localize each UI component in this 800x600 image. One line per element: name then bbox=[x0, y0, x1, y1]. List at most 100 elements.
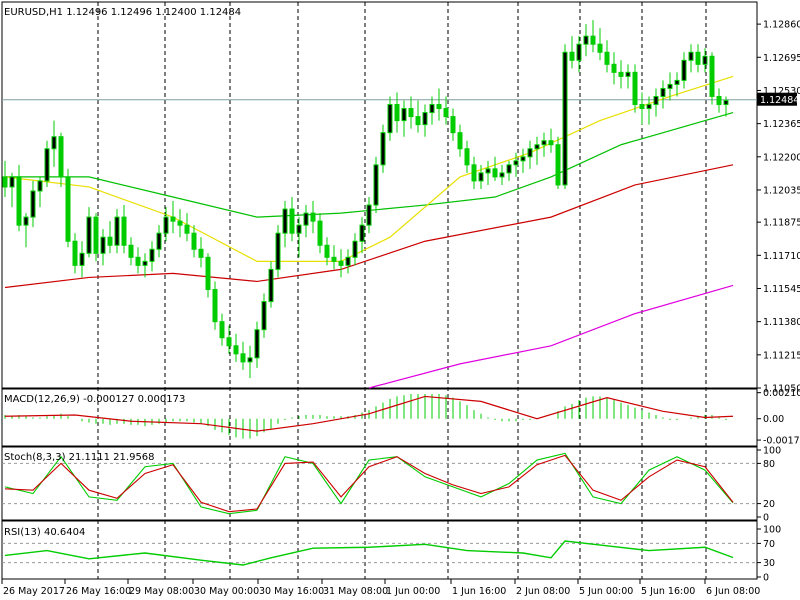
rsi-axis-tick-label: 70 bbox=[763, 539, 775, 550]
price-axis-tick-label: 1.11710 bbox=[763, 251, 800, 262]
candle-bull bbox=[86, 216, 92, 254]
candle-bull bbox=[79, 252, 85, 266]
price-axis-tick-label: 1.12200 bbox=[763, 152, 800, 163]
candle-bull bbox=[51, 136, 57, 150]
candle-bull bbox=[345, 256, 351, 266]
stoch-main-line bbox=[4, 452, 734, 515]
candle-bear bbox=[618, 71, 624, 77]
candle-bull bbox=[9, 176, 15, 188]
candle-bear bbox=[128, 244, 134, 258]
candle-bear bbox=[58, 136, 64, 178]
candle-bear bbox=[191, 232, 197, 250]
candle-bear bbox=[331, 256, 337, 262]
stochastic-panel: 100 80 20 0 bbox=[2, 446, 781, 524]
candle-bull bbox=[576, 43, 582, 61]
candle-bear bbox=[338, 260, 344, 266]
candle-bear bbox=[205, 256, 211, 290]
rsi-line bbox=[4, 540, 734, 566]
candle-bear bbox=[632, 71, 638, 106]
candle-bear bbox=[408, 108, 414, 118]
candle-bear bbox=[184, 224, 190, 234]
time-tick-label: 5 Jun 16:00 bbox=[641, 586, 695, 597]
price-axis-tick-label: 1.12530 bbox=[763, 86, 800, 97]
candle-bear bbox=[611, 63, 617, 73]
price-axis-tick-label: 1.11215 bbox=[763, 350, 800, 361]
time-tick-label: 26 May 16:00 bbox=[66, 586, 131, 597]
candle-bear bbox=[310, 212, 316, 222]
candle-bear bbox=[324, 244, 330, 258]
candle-bull bbox=[702, 55, 708, 65]
candle-bull bbox=[380, 132, 386, 166]
rsi-axis-tick-label: 0 bbox=[763, 573, 769, 584]
candle-bear bbox=[177, 220, 183, 226]
candle-bull bbox=[583, 35, 589, 45]
candle-bull bbox=[625, 71, 631, 77]
candle-bull bbox=[660, 87, 666, 97]
candle-bear bbox=[450, 116, 456, 134]
candle-bull bbox=[303, 212, 309, 226]
candle-bear bbox=[394, 104, 400, 122]
candle-bear bbox=[569, 51, 575, 61]
candle-bear bbox=[695, 51, 701, 65]
candle-bull bbox=[674, 79, 680, 85]
candle-bull bbox=[296, 224, 302, 234]
macd-axis-tick-label: -0.001721 bbox=[763, 436, 800, 447]
candle-bear bbox=[233, 345, 239, 355]
ma-magenta-line bbox=[368, 284, 734, 389]
rsi-axis-tick-label: 30 bbox=[763, 558, 775, 569]
candle-bull bbox=[142, 260, 148, 266]
macd-axis-tick-label: 0.002104 bbox=[763, 388, 800, 399]
candle-bear bbox=[107, 236, 113, 246]
candle-bull bbox=[499, 172, 505, 178]
candle-bear bbox=[457, 132, 463, 150]
candle-bull bbox=[520, 156, 526, 162]
main-header: EURUSD,H1 1.12496 1.12496 1.12400 1.1248… bbox=[4, 7, 241, 18]
candle-bull bbox=[506, 164, 512, 174]
candle-bear bbox=[198, 248, 204, 258]
candle-bull bbox=[352, 240, 358, 258]
candle-bear bbox=[121, 216, 127, 246]
stoch-header: Stoch(8,3,3) 21.1111 21.9568 bbox=[4, 452, 155, 463]
candle-bull bbox=[534, 144, 540, 150]
stoch-panel-border bbox=[1, 446, 758, 521]
candle-bull bbox=[373, 164, 379, 206]
price-axis-tick-label: 1.12035 bbox=[763, 185, 800, 196]
candle-bull bbox=[485, 168, 491, 174]
candle-bear bbox=[443, 108, 449, 118]
candle-bear bbox=[226, 337, 232, 347]
candle-bull bbox=[422, 112, 428, 126]
candle-bull bbox=[401, 108, 407, 122]
candle-bear bbox=[72, 240, 78, 266]
macd-axis-tick-label: 0.00 bbox=[763, 414, 784, 425]
candle-bull bbox=[282, 208, 288, 234]
candle-bull bbox=[114, 216, 120, 246]
price-axis-tick-label: 1.11875 bbox=[763, 218, 800, 229]
candle-bull bbox=[667, 83, 673, 89]
candle-bull bbox=[513, 160, 519, 166]
rsi-header: RSI(13) 40.6404 bbox=[4, 527, 85, 538]
candle-bear bbox=[170, 216, 176, 222]
stoch-signal-line bbox=[4, 454, 734, 513]
main-panel-border bbox=[1, 1, 758, 389]
candle-bull bbox=[23, 216, 29, 226]
candle-bull bbox=[44, 148, 50, 182]
candle-bull bbox=[723, 100, 729, 106]
candle-bull bbox=[646, 104, 652, 110]
candle-bear bbox=[135, 256, 141, 266]
price-axis-tick-label: 1.12695 bbox=[763, 53, 800, 64]
time-tick-label: 5 Jun 00:00 bbox=[579, 586, 633, 597]
candle-bear bbox=[436, 104, 442, 110]
price-axis-tick-label: 1.12860 bbox=[763, 20, 800, 31]
macd-panel-border bbox=[1, 388, 758, 447]
rsi-axis-tick-label: 100 bbox=[763, 525, 781, 536]
price-axis-tick-label: 1.11380 bbox=[763, 317, 800, 328]
candle-bull bbox=[681, 59, 687, 81]
time-tick-label: 26 May 2017 bbox=[3, 586, 65, 597]
price-axis-tick-label: 1.11545 bbox=[763, 284, 800, 295]
candle-bull bbox=[149, 248, 155, 262]
candle-bear bbox=[492, 168, 498, 178]
time-tick-label: 31 May 08:00 bbox=[323, 586, 388, 597]
candle-bear bbox=[709, 55, 715, 97]
price-panel: 1.12860 1.12695 1.12530 1.12365 1.12200 1.120… bbox=[2, 20, 800, 395]
